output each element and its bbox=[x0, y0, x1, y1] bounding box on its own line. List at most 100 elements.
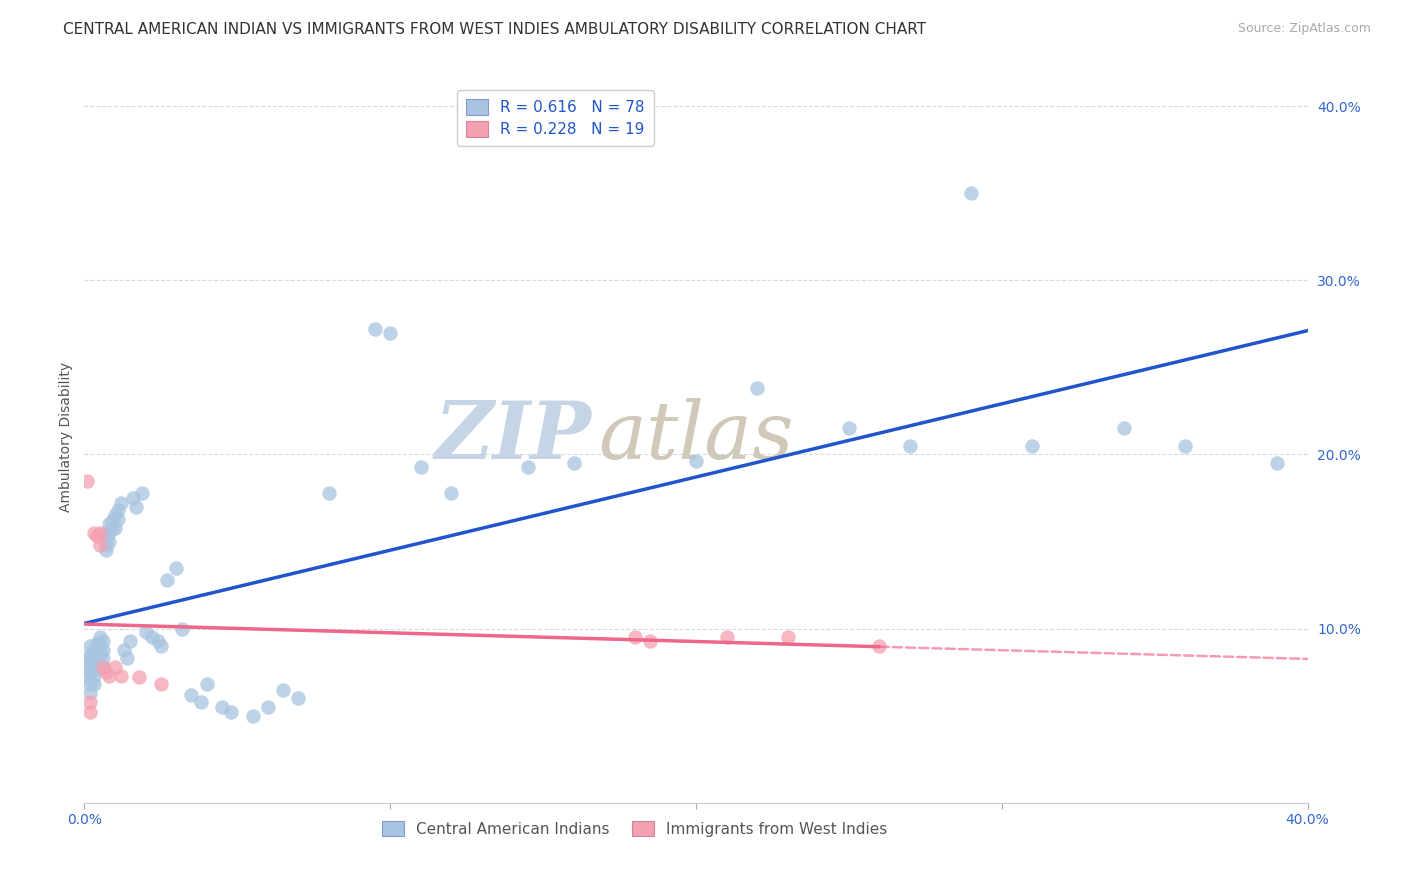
Point bbox=[107, 512, 129, 526]
Point bbox=[516, 459, 538, 474]
Point bbox=[86, 653, 108, 667]
Point bbox=[97, 534, 120, 549]
Point bbox=[131, 485, 153, 500]
Point bbox=[86, 635, 108, 649]
Point bbox=[149, 677, 172, 691]
Point bbox=[83, 677, 105, 691]
Point bbox=[107, 503, 129, 517]
Point bbox=[146, 633, 169, 648]
Point bbox=[76, 474, 98, 488]
Point bbox=[128, 670, 150, 684]
Point bbox=[409, 459, 432, 474]
Point bbox=[112, 642, 135, 657]
Point bbox=[120, 633, 142, 648]
Point bbox=[172, 622, 194, 636]
Point bbox=[156, 573, 179, 587]
Point bbox=[91, 642, 114, 657]
Point bbox=[83, 642, 105, 657]
Point bbox=[94, 531, 117, 545]
Point bbox=[211, 700, 233, 714]
Point bbox=[89, 648, 111, 662]
Point bbox=[79, 639, 101, 653]
Point bbox=[115, 651, 138, 665]
Point bbox=[165, 560, 187, 574]
Point bbox=[195, 677, 218, 691]
Point bbox=[94, 665, 117, 680]
Text: Source: ZipAtlas.com: Source: ZipAtlas.com bbox=[1237, 22, 1371, 36]
Point bbox=[91, 660, 114, 674]
Point bbox=[83, 651, 105, 665]
Point bbox=[101, 522, 124, 536]
Point bbox=[141, 631, 163, 645]
Point bbox=[685, 454, 707, 468]
Point bbox=[1114, 421, 1136, 435]
Point bbox=[869, 639, 891, 653]
Point bbox=[180, 688, 202, 702]
Point bbox=[89, 525, 111, 540]
Point bbox=[898, 439, 921, 453]
Point bbox=[135, 625, 157, 640]
Point bbox=[562, 456, 585, 470]
Point bbox=[1174, 439, 1197, 453]
Point bbox=[747, 381, 769, 395]
Point bbox=[318, 485, 340, 500]
Point bbox=[104, 508, 127, 523]
Point bbox=[838, 421, 860, 435]
Text: CENTRAL AMERICAN INDIAN VS IMMIGRANTS FROM WEST INDIES AMBULATORY DISABILITY COR: CENTRAL AMERICAN INDIAN VS IMMIGRANTS FR… bbox=[63, 22, 927, 37]
Point bbox=[86, 529, 108, 543]
Point bbox=[104, 660, 127, 674]
Point bbox=[257, 700, 280, 714]
Point bbox=[89, 639, 111, 653]
Point bbox=[79, 677, 101, 691]
Point bbox=[960, 186, 983, 201]
Y-axis label: Ambulatory Disability: Ambulatory Disability bbox=[59, 362, 73, 512]
Point bbox=[364, 322, 387, 336]
Point bbox=[440, 485, 463, 500]
Point bbox=[638, 633, 661, 648]
Point bbox=[1265, 456, 1288, 470]
Point bbox=[76, 660, 98, 674]
Text: atlas: atlas bbox=[598, 399, 793, 475]
Point bbox=[91, 633, 114, 648]
Point bbox=[219, 705, 242, 719]
Point bbox=[122, 491, 145, 505]
Point bbox=[89, 657, 111, 671]
Point bbox=[101, 514, 124, 528]
Point bbox=[125, 500, 148, 514]
Point bbox=[242, 708, 264, 723]
Point bbox=[76, 670, 98, 684]
Point bbox=[89, 538, 111, 552]
Point bbox=[79, 657, 101, 671]
Point bbox=[83, 660, 105, 674]
Point bbox=[79, 648, 101, 662]
Point bbox=[97, 668, 120, 682]
Point bbox=[97, 517, 120, 532]
Point bbox=[91, 660, 114, 674]
Text: ZIP: ZIP bbox=[434, 399, 592, 475]
Point bbox=[79, 686, 101, 700]
Point bbox=[83, 668, 105, 682]
Point bbox=[776, 631, 799, 645]
Point bbox=[624, 631, 647, 645]
Point bbox=[190, 695, 212, 709]
Point bbox=[76, 653, 98, 667]
Point bbox=[94, 538, 117, 552]
Point bbox=[110, 496, 132, 510]
Point bbox=[94, 543, 117, 558]
Point bbox=[83, 525, 105, 540]
Point bbox=[79, 665, 101, 680]
Point bbox=[271, 682, 294, 697]
Point bbox=[89, 631, 111, 645]
Point bbox=[716, 631, 738, 645]
Point bbox=[149, 639, 172, 653]
Point bbox=[110, 668, 132, 682]
Legend: Central American Indians, Immigrants from West Indies: Central American Indians, Immigrants fro… bbox=[377, 814, 893, 843]
Point bbox=[287, 691, 309, 706]
Point bbox=[86, 662, 108, 676]
Point bbox=[79, 705, 101, 719]
Point bbox=[380, 326, 402, 340]
Point bbox=[97, 525, 120, 540]
Point bbox=[1021, 439, 1043, 453]
Point bbox=[104, 521, 127, 535]
Point bbox=[86, 644, 108, 658]
